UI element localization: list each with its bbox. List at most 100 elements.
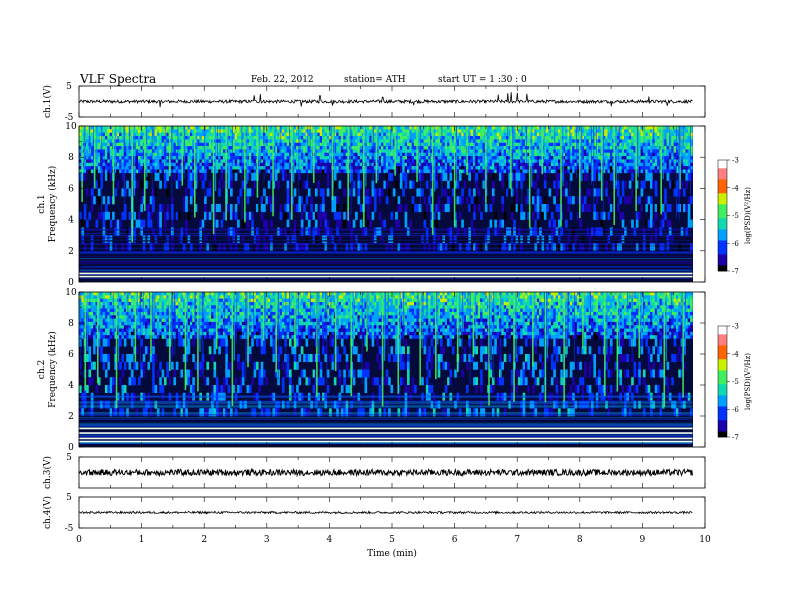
colorbar-segment <box>718 201 727 205</box>
psd-cell <box>326 129 330 133</box>
psd-cell <box>444 129 448 133</box>
psd-cell <box>284 204 287 213</box>
psd-cell <box>626 152 630 157</box>
psd-cell <box>251 132 254 137</box>
psd-cell <box>206 129 210 133</box>
psd-cell <box>373 162 377 167</box>
psd-cell <box>383 152 387 157</box>
colorbar-segment <box>718 262 727 266</box>
psd-cell <box>437 162 441 167</box>
psd-cell <box>654 204 658 213</box>
psd-cell <box>491 172 495 181</box>
psd-cell <box>137 219 141 228</box>
psd-cell <box>638 136 641 140</box>
psd-cell <box>109 169 113 174</box>
psd-cell <box>595 152 599 157</box>
psd-cell <box>182 166 186 170</box>
psd-cell <box>477 162 481 167</box>
psd-cell <box>357 126 361 130</box>
psd-cell <box>149 126 153 130</box>
psd-cell <box>593 139 597 144</box>
colorbar-segment <box>718 182 727 186</box>
psd-cell <box>503 149 507 154</box>
psd-cell <box>204 172 207 181</box>
psd-cell <box>345 169 349 174</box>
psd-cell <box>470 126 474 130</box>
psd-cell <box>690 169 693 174</box>
psd-cell <box>586 139 589 144</box>
psd-cell <box>199 126 202 130</box>
psd-cell <box>152 159 155 164</box>
psd-cell <box>90 156 94 160</box>
psd-cell <box>633 129 637 133</box>
psd-cell <box>324 243 328 252</box>
psd-cell <box>83 243 87 252</box>
psd-cell <box>480 149 483 154</box>
psd-cell <box>182 162 186 167</box>
psd-cell <box>546 162 549 167</box>
psd-cell <box>593 243 597 252</box>
psd-cell <box>317 142 320 147</box>
psd-cell <box>322 132 325 137</box>
psd-cell <box>347 139 351 144</box>
psd-cell <box>79 132 82 137</box>
psd-cell <box>253 169 257 174</box>
psd-cell <box>192 132 195 137</box>
psd-cell <box>586 136 589 140</box>
psd-cell <box>173 149 177 154</box>
psd-cell <box>621 129 625 133</box>
psd-cell <box>605 139 608 144</box>
psd-cell <box>359 243 363 252</box>
colorbar-segment <box>718 179 727 183</box>
psd-cell <box>555 152 559 157</box>
psd-cell <box>81 308 85 313</box>
psd-cell <box>298 139 302 144</box>
psd-cell <box>598 172 601 181</box>
psd-cell <box>461 149 464 154</box>
psd-cell <box>607 162 611 167</box>
psd-cell <box>383 146 387 150</box>
psd-cell <box>550 129 554 133</box>
psd-cell <box>166 172 169 181</box>
psd-cell <box>159 156 162 160</box>
psd-cell <box>404 162 408 167</box>
psd-cell <box>251 219 254 228</box>
psd-cell <box>140 169 144 174</box>
psd-cell <box>543 166 547 170</box>
psd-cell <box>104 166 108 170</box>
psd-cell <box>286 142 290 147</box>
psd-cell <box>515 162 519 167</box>
psd-cell <box>638 166 641 170</box>
psd-cell <box>104 156 108 160</box>
colorbar-segment <box>718 259 727 264</box>
psd-cell <box>293 219 297 228</box>
psd-cell <box>494 211 497 220</box>
psd-cell <box>501 136 505 140</box>
psd-cell <box>194 172 198 181</box>
psd-cell <box>444 169 448 174</box>
psd-cell <box>260 136 264 140</box>
psd-cell <box>352 159 356 164</box>
psd-cell <box>461 166 464 170</box>
psd-cell <box>307 219 311 228</box>
psd-cell <box>687 196 691 205</box>
psd-cell <box>513 172 516 181</box>
psd-cell <box>109 166 113 170</box>
psd-cell <box>458 243 462 252</box>
psd-cell <box>491 166 495 170</box>
psd-cell <box>489 142 493 147</box>
psd-cell <box>90 162 94 167</box>
psd-cell <box>355 146 358 150</box>
psd-cell <box>260 159 264 164</box>
psd-cell <box>291 146 295 150</box>
psd-cell <box>260 169 264 174</box>
psd-cell <box>79 152 82 157</box>
psd-cell <box>166 129 169 133</box>
psd-cell <box>336 162 339 167</box>
psd-cell <box>319 152 323 157</box>
psd-cell <box>260 129 264 133</box>
psd-cell <box>425 149 429 154</box>
psd-cell <box>204 159 207 164</box>
psd-cell <box>671 169 674 174</box>
psd-cell <box>527 196 530 205</box>
